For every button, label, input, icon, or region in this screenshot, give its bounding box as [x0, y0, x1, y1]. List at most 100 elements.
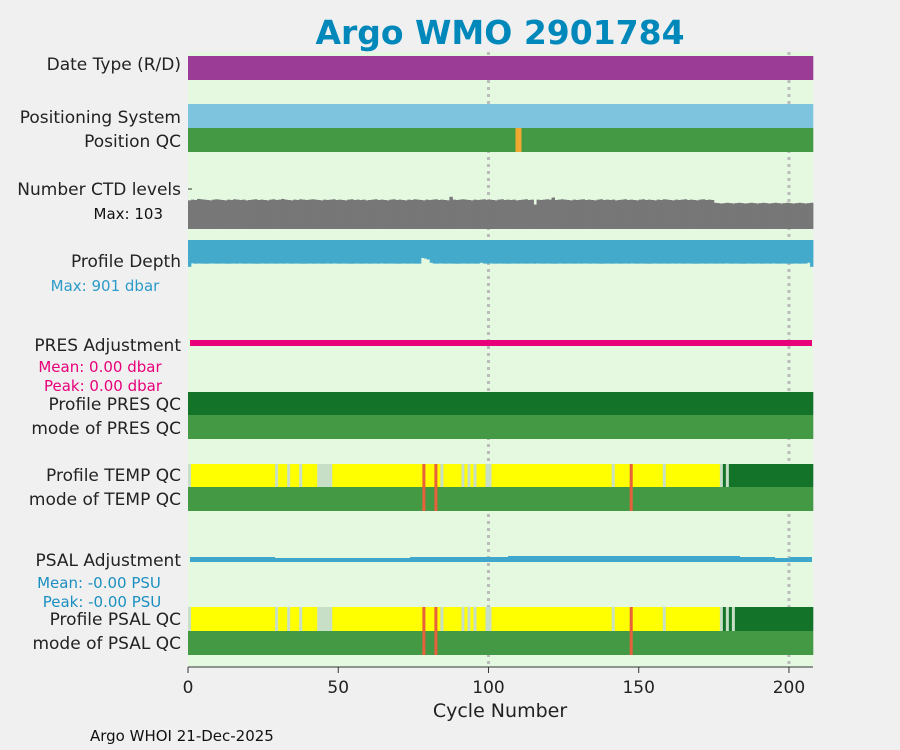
profile-depth-bar-142: [606, 240, 610, 264]
row-label-profile-depth: Profile Depth: [71, 252, 181, 272]
ctd-levels-bar-144: [620, 199, 625, 229]
temp_qc-segment-14: [440, 464, 444, 487]
ctd-levels-bar-158: [662, 199, 667, 229]
profile-depth-bar-103: [491, 240, 496, 264]
ctd-levels-bar-202: [794, 203, 799, 229]
ctd-levels-bar-27: [269, 199, 273, 229]
profile-depth-bar-210: [807, 240, 811, 263]
row-label-pres-adjustment: PRES Adjustment: [34, 336, 181, 356]
temp_qc-segment-24: [611, 464, 615, 487]
temp_qc-segment-25: [614, 464, 631, 487]
psal_qc-segment-16: [461, 607, 465, 631]
ctd-levels-bar-205: [803, 203, 808, 229]
profile-depth-bar-81: [426, 240, 431, 260]
profile-depth-bar-71: [397, 240, 401, 264]
profile-depth-bar-127: [562, 240, 566, 264]
ctd-levels-bar-33: [287, 199, 291, 229]
ctd-levels-bar-19: [245, 200, 249, 229]
ctd-levels-bar-166: [686, 199, 691, 229]
psal_mode-segment-6: [632, 631, 814, 655]
ctd-levels-bar-127: [569, 200, 574, 229]
ctd-levels-bar-151: [641, 199, 646, 229]
profile-depth-bar-191: [751, 240, 755, 264]
psal_qc-segment-33: [728, 607, 733, 631]
profile-depth-bar-47: [326, 240, 330, 264]
profile-depth-bar-34: [288, 240, 292, 264]
ctd-levels-bar-150: [638, 199, 643, 229]
ctd-levels-bar-77: [419, 199, 423, 229]
profile-depth-bar-202: [783, 240, 787, 264]
profile-depth-bar-13: [226, 240, 230, 264]
profile-depth-bar-166: [677, 240, 681, 264]
profile-depth-bar-88: [447, 240, 451, 264]
profile-depth-bar-79: [420, 240, 425, 258]
profile-depth-bar-24: [258, 240, 263, 264]
profile-depth-bar-164: [671, 240, 675, 264]
temp_mode-segment-5: [629, 487, 634, 511]
ctd-levels-bar-203: [797, 202, 802, 229]
profile-depth-bar-120: [541, 240, 546, 264]
ctd-levels-bar-4: [200, 199, 204, 229]
ctd-levels-bar-29: [275, 199, 279, 229]
profile-depth-bar-36: [294, 240, 298, 264]
ctd-levels-bar-153: [647, 199, 652, 229]
profile-depth-bar-128: [565, 240, 569, 264]
ctd-levels-bar-146: [626, 199, 631, 229]
profile-depth-bar-144: [612, 240, 616, 264]
ctd-levels-bar-120: [548, 199, 552, 229]
row-label-temp-mode: mode of TEMP QC: [29, 490, 181, 510]
ctd-levels-bar-61: [371, 199, 375, 229]
ctd-levels-bar-194: [770, 203, 775, 229]
ctd-levels-bar-7: [209, 200, 213, 229]
ctd-levels-bar-195: [773, 202, 778, 229]
ctd-levels-bar-83: [437, 199, 441, 229]
ctd-levels-bar-148: [632, 199, 637, 229]
ctd-levels-bar-90: [458, 199, 462, 229]
ctd-levels-bar-139: [605, 199, 610, 229]
profile-depth-bar-180: [718, 240, 723, 264]
profile-depth-bar-15: [232, 240, 236, 264]
temp_qc-segment-26: [629, 464, 634, 487]
profile-depth-bar-158: [653, 240, 658, 264]
position_qc-segment-1: [515, 128, 522, 152]
ctd-levels-bar-107: [509, 199, 513, 229]
ctd-max-label: Max: 103: [94, 205, 163, 223]
profile-depth-bar-76: [412, 240, 416, 264]
profile-depth-bar-63: [373, 240, 378, 264]
profile-depth-bar-109: [509, 240, 513, 264]
ctd-levels-bar-156: [656, 199, 661, 229]
profile-depth-bar-102: [488, 240, 493, 264]
profile-depth-bar-179: [715, 240, 720, 264]
profile-depth-bar-40: [305, 240, 310, 264]
ctd-levels-bar-177: [719, 203, 724, 229]
psal_qc-segment-5: [290, 607, 300, 631]
ctd-levels-bar-132: [584, 199, 589, 229]
temp_qc-segment-5: [290, 464, 300, 487]
profile-depth-bar-17: [238, 240, 242, 264]
temp_qc-segment-1: [191, 464, 276, 487]
profile-depth-bar-184: [730, 240, 734, 264]
ctd-levels-bar-142: [614, 200, 619, 229]
ctd-levels-bar-197: [779, 203, 784, 229]
profile-depth-bar-204: [789, 240, 793, 264]
ctd-levels-bar-22: [254, 199, 258, 229]
ctd-levels-bar-39: [305, 199, 309, 229]
ctd-levels-bar-86: [446, 200, 450, 229]
ctd-levels-bar-109: [515, 200, 519, 229]
profile-depth-bar-123: [550, 240, 554, 264]
profile-depth-bar-7: [208, 240, 212, 264]
profile-depth-bar-26: [264, 240, 268, 264]
x-tick-label-200: 200: [773, 678, 805, 698]
ctd-levels-bar-149: [635, 200, 640, 229]
ctd-levels-bar-165: [683, 199, 688, 229]
profile-depth-bar-130: [571, 240, 575, 264]
profile-depth-bar-65: [379, 240, 383, 264]
ctd-levels-bar-145: [623, 199, 628, 229]
profile-depth-bar-55: [350, 240, 354, 264]
profile-depth-bar-53: [344, 240, 348, 264]
psal_mode-segment-4: [437, 631, 631, 655]
ctd-levels-bar-201: [791, 203, 796, 229]
profile-depth-bar-95: [468, 240, 472, 264]
profile-depth-bar-209: [804, 240, 808, 264]
ctd-levels-bar-65: [383, 199, 387, 229]
